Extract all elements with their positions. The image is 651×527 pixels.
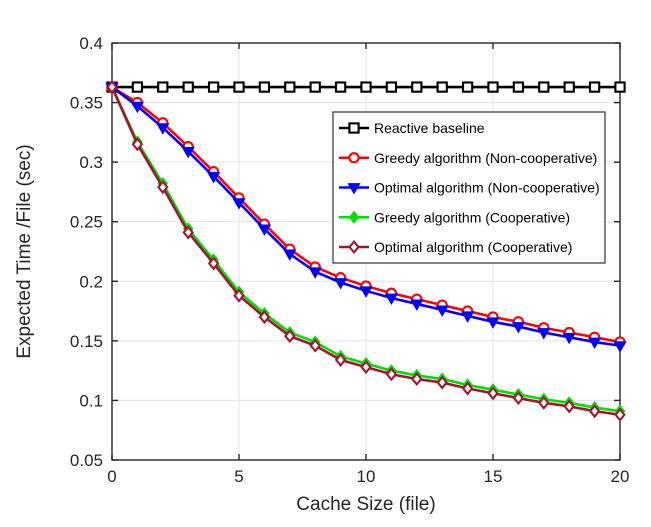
series-marker xyxy=(348,152,360,164)
series-marker xyxy=(436,375,448,390)
series-marker xyxy=(309,338,321,353)
series-marker xyxy=(233,288,245,303)
x-tick-label: 10 xyxy=(357,467,376,486)
series-marker xyxy=(181,147,195,159)
series-marker xyxy=(435,305,449,317)
series-marker xyxy=(258,81,271,93)
series-marker xyxy=(563,81,575,93)
legend-label: Greedy algorithm (Non-cooperative) xyxy=(374,150,597,166)
legend-label: Optimal algorithm (Non-cooperative) xyxy=(374,180,600,196)
series-marker xyxy=(347,183,361,195)
series-marker xyxy=(359,286,373,298)
series-marker xyxy=(207,256,220,271)
series-marker xyxy=(334,352,347,367)
series-marker xyxy=(385,367,398,382)
series-marker xyxy=(562,332,576,345)
series-marker xyxy=(284,81,296,93)
series-marker xyxy=(487,81,499,93)
y-tick-label: 0.2 xyxy=(79,272,103,291)
series-marker xyxy=(232,198,246,210)
series-marker xyxy=(284,329,296,344)
series-marker xyxy=(360,360,372,375)
series-marker xyxy=(410,299,424,311)
series-marker xyxy=(233,81,245,93)
legend-box xyxy=(332,111,606,264)
series-marker xyxy=(461,311,475,323)
legend-label: Reactive baseline xyxy=(374,120,485,136)
series-marker xyxy=(538,81,550,93)
x-axis-title: Cache Size (file) xyxy=(296,494,435,515)
series-marker xyxy=(360,81,372,93)
y-tick-label: 0.05 xyxy=(70,451,103,470)
series-marker xyxy=(257,224,271,236)
x-tick-label: 15 xyxy=(484,467,503,486)
x-tick-label: 5 xyxy=(234,467,243,486)
y-tick-label: 0.4 xyxy=(79,34,103,53)
series-marker xyxy=(131,81,144,93)
series-marker xyxy=(131,137,144,152)
series-marker xyxy=(512,81,525,93)
series-marker xyxy=(334,81,347,93)
series-marker xyxy=(411,371,423,387)
series-marker xyxy=(157,180,169,195)
series-marker xyxy=(487,386,499,401)
series-marker xyxy=(614,81,626,93)
series-marker xyxy=(511,322,525,334)
series-marker xyxy=(461,381,474,396)
series-marker xyxy=(436,81,448,93)
series-marker xyxy=(385,81,398,93)
series-marker xyxy=(613,341,627,353)
series-marker xyxy=(283,249,297,261)
x-tick-label: 0 xyxy=(107,467,116,486)
series-marker xyxy=(258,309,271,325)
series-marker xyxy=(182,81,194,93)
y-tick-label: 0.1 xyxy=(79,391,103,410)
series-marker xyxy=(486,317,500,329)
series-marker xyxy=(207,172,221,184)
y-tick-label: 0.15 xyxy=(70,332,103,351)
series-marker xyxy=(614,407,626,422)
series-marker xyxy=(156,123,170,135)
series-marker xyxy=(537,328,551,340)
y-axis-title: Expected Time /File (sec) xyxy=(14,144,35,358)
series-marker xyxy=(334,278,348,290)
series-marker xyxy=(182,225,194,240)
series-marker xyxy=(588,81,601,93)
series-marker xyxy=(348,239,360,255)
series-marker xyxy=(309,81,321,93)
series-marker xyxy=(157,81,169,93)
series-marker xyxy=(348,122,360,134)
series-marker xyxy=(106,80,118,95)
legend-label: Greedy algorithm (Cooperative) xyxy=(374,209,570,225)
series-marker xyxy=(384,293,398,305)
series-marker xyxy=(588,404,601,419)
series-marker xyxy=(207,81,220,93)
series-marker xyxy=(348,210,360,224)
y-tick-label: 0.3 xyxy=(79,153,103,172)
x-tick-label: 20 xyxy=(611,467,630,486)
series-marker xyxy=(588,337,602,350)
legend-label: Optimal algorithm (Cooperative) xyxy=(374,239,572,255)
series-marker xyxy=(538,395,550,410)
series-marker xyxy=(130,101,144,114)
series-marker xyxy=(563,399,575,414)
series-marker xyxy=(461,81,474,93)
y-tick-label: 0.25 xyxy=(70,213,103,232)
series-marker xyxy=(308,267,322,279)
y-tick-label: 0.35 xyxy=(70,94,103,113)
series-marker xyxy=(512,390,525,406)
series-marker xyxy=(411,81,423,93)
